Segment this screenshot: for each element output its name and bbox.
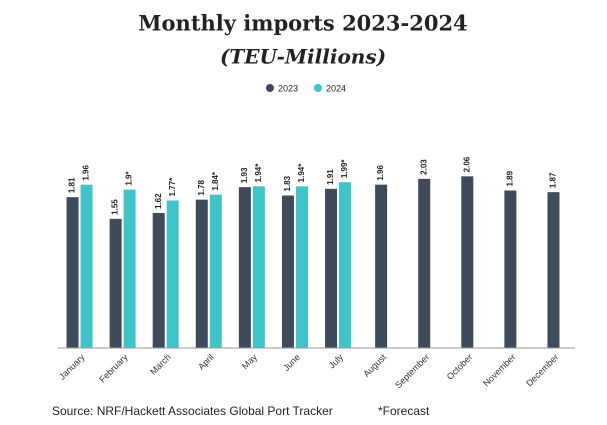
bar: [418, 178, 431, 348]
value-label: 1.81: [68, 177, 77, 193]
bar: [295, 186, 308, 348]
chart-subtitle: (TEU-Millions): [220, 45, 386, 69]
bar: [461, 176, 474, 348]
x-tick-label: April: [196, 352, 216, 372]
legend-label: 2024: [326, 83, 346, 93]
bar: [166, 200, 179, 348]
forecast-note: *Forecast: [378, 404, 430, 418]
value-label: 1.94*: [254, 163, 263, 183]
value-label: 1.78: [197, 180, 206, 196]
x-tick-label: March: [148, 352, 173, 377]
value-label: 1.96: [82, 165, 91, 181]
x-tick-label: February: [97, 352, 130, 385]
legend-label: 2023: [278, 83, 298, 93]
x-tick-label: November: [481, 352, 517, 388]
value-label: 1.62: [154, 193, 163, 209]
bar: [66, 197, 79, 348]
bar: [80, 184, 93, 348]
x-tick-label: December: [524, 352, 560, 388]
bar: [325, 188, 338, 348]
x-tick-label: January: [57, 352, 87, 382]
value-label: 1.93: [240, 167, 249, 183]
value-label: 1.89: [505, 170, 514, 186]
chart-title: Monthly imports 2023-2024: [138, 11, 467, 36]
value-label: 1.84*: [211, 171, 220, 191]
x-tick-label: June: [281, 352, 302, 373]
x-tick-label: August: [361, 352, 388, 379]
source-note: Source: NRF/Hackett Associates Global Po…: [52, 404, 333, 418]
legend-swatch: [266, 84, 274, 92]
x-tick-label: July: [327, 352, 346, 371]
bar: [238, 187, 251, 348]
legend-swatch: [314, 84, 322, 92]
bar: [109, 218, 122, 348]
bar: [281, 195, 294, 348]
bar: [195, 199, 208, 348]
bar: [339, 182, 352, 348]
bar: [209, 194, 222, 348]
value-label: 1.94*: [297, 163, 306, 183]
x-tick-label: October: [445, 352, 475, 382]
value-label: 1.91: [326, 169, 335, 185]
value-label: 1.55: [111, 199, 120, 215]
x-tick-label: September: [393, 352, 431, 390]
value-label: 2.06: [462, 156, 471, 172]
x-tick-label: May: [240, 352, 259, 371]
value-label: 1.87: [549, 172, 558, 188]
value-label: 1.83: [283, 175, 292, 191]
bar: [547, 192, 560, 348]
bar: [504, 190, 517, 348]
bar: [152, 213, 165, 348]
value-label: 1.77*: [168, 177, 177, 197]
bar: [123, 189, 136, 348]
value-label: 2.03: [419, 159, 428, 175]
value-label: 1.9*: [125, 171, 134, 186]
bar: [252, 186, 265, 348]
value-label: 1.99*: [340, 159, 349, 179]
bar: [375, 184, 388, 348]
value-label: 1.96: [376, 165, 385, 181]
